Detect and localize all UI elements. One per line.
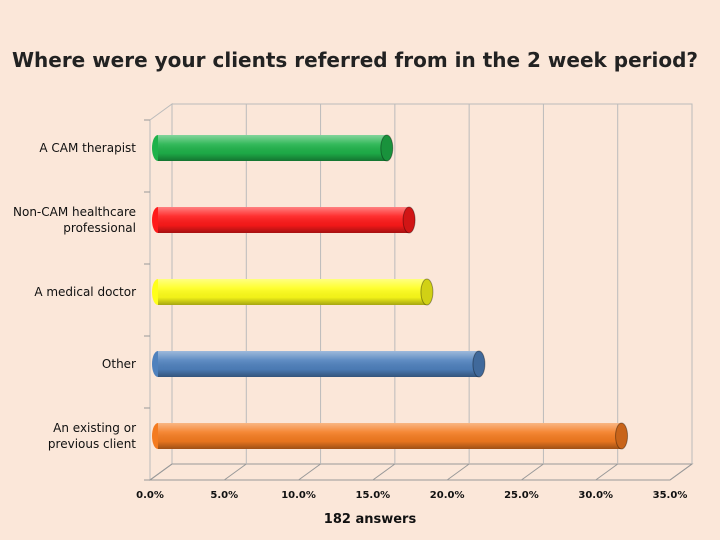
category-label: A medical doctor	[34, 285, 136, 299]
floor-tick	[521, 464, 543, 480]
floor-tick	[596, 464, 618, 480]
category-label-line: professional	[63, 221, 136, 235]
category-label: Other	[102, 357, 136, 371]
x-tick-labels: 0.0% 5.0% 10.0% 15.0% 20.0% 25.0% 30.0% 35.0%	[136, 490, 687, 501]
x-tick-label: 35.0%	[653, 490, 688, 501]
bars	[152, 135, 628, 449]
bar-shade	[158, 423, 622, 449]
bar	[152, 135, 393, 161]
bar-end-cap-shade	[403, 207, 415, 233]
floor-tick	[299, 464, 321, 480]
category-label: A CAM therapist	[39, 141, 136, 155]
bar-shade	[158, 207, 409, 233]
floor-tick	[670, 464, 692, 480]
x-tick-label: 30.0%	[578, 490, 613, 501]
bar-shade	[158, 279, 427, 305]
bar-shade	[158, 135, 387, 161]
category-label-line: Non-CAM healthcare	[13, 205, 136, 219]
bar	[152, 423, 628, 449]
bar-end-cap-shade	[421, 279, 433, 305]
floor-tick	[224, 464, 246, 480]
bar-shade	[158, 351, 479, 377]
bar	[152, 279, 433, 305]
category-label: Non-CAM healthcare professional	[13, 205, 136, 235]
floor-tick	[447, 464, 469, 480]
x-tick-label: 20.0%	[430, 490, 465, 501]
bar	[152, 351, 485, 377]
category-label: An existing or previous client	[48, 421, 136, 451]
x-tick-label: 25.0%	[504, 490, 539, 501]
floor-tick	[150, 464, 172, 480]
bar-end-cap-shade	[473, 351, 485, 377]
x-axis-title: 182 answers	[324, 512, 417, 527]
bar-end-cap-shade	[616, 423, 628, 449]
category-label-line: A CAM therapist	[39, 141, 136, 155]
category-label-line: Other	[102, 357, 136, 371]
category-label-line: An existing or	[53, 421, 136, 435]
category-label-line: previous client	[48, 437, 136, 451]
x-tick-label: 15.0%	[356, 490, 391, 501]
category-label-line: A medical doctor	[34, 285, 136, 299]
x-tick-label: 10.0%	[281, 490, 316, 501]
x-tick-label: 5.0%	[210, 490, 238, 501]
x-tick-label: 0.0%	[136, 490, 164, 501]
bar	[152, 207, 415, 233]
category-labels: A CAM therapist Non-CAM healthcare profess…	[13, 141, 136, 451]
floor-tick	[373, 464, 395, 480]
floor	[150, 464, 692, 480]
bar-end-cap-shade	[381, 135, 393, 161]
